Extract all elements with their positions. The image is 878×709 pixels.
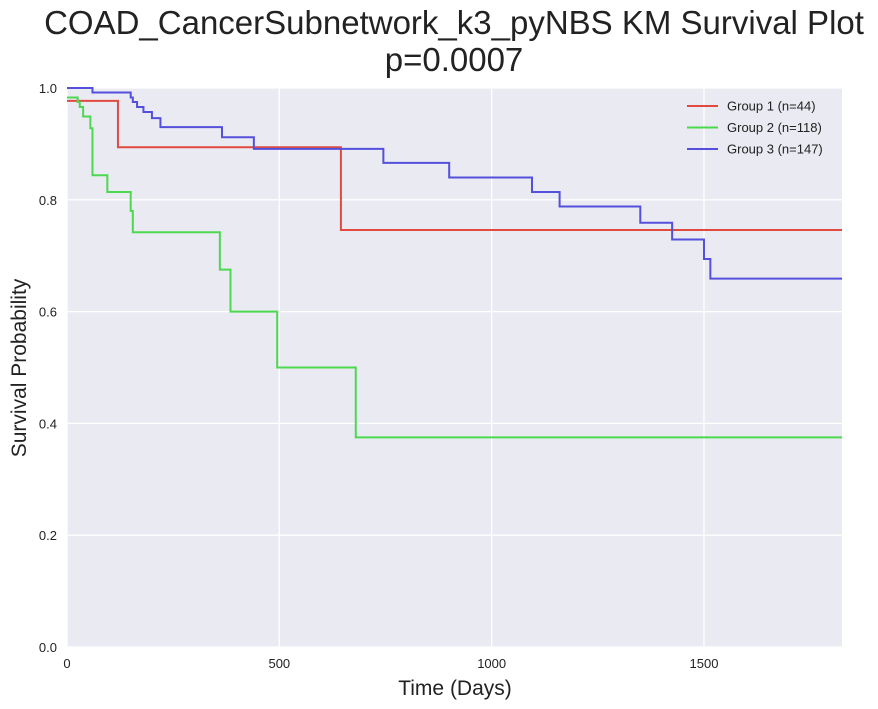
survival-curve-group-1	[67, 99, 842, 231]
gridlines	[66, 87, 842, 648]
x-axis-ticks: 0 500 1000 1500	[63, 656, 718, 671]
legend-label: Group 3 (n=147)	[727, 142, 823, 157]
y-tick-label: 1.0	[39, 81, 57, 96]
plot-area	[67, 88, 842, 647]
x-tick-label: 1500	[690, 656, 719, 671]
y-tick-label: 0.4	[39, 416, 57, 431]
x-tick-label: 1000	[477, 656, 506, 671]
x-tick-label: 500	[268, 656, 290, 671]
chart-subtitle: p=0.0007	[385, 41, 524, 78]
y-tick-label: 0.6	[39, 305, 57, 320]
survival-curve-group-2	[67, 96, 842, 439]
legend-label: Group 1 (n=44)	[727, 99, 816, 114]
legend-label: Group 2 (n=118)	[727, 120, 822, 135]
chart-title: COAD_CancerSubnetwork_k3_pyNBS KM Surviv…	[44, 4, 864, 41]
survival-curve-group-3	[67, 87, 842, 280]
y-tick-label: 0.8	[39, 193, 57, 208]
legend: Group 1 (n=44) Group 2 (n=118) Group 3 (n=…	[687, 99, 823, 157]
y-tick-label: 0.0	[39, 640, 57, 655]
y-tick-label: 0.2	[39, 528, 57, 543]
y-axis-ticks: 0.0 0.2 0.4 0.6 0.8 1.0	[39, 81, 57, 655]
x-axis-label: Time (Days)	[398, 677, 512, 700]
survival-curves	[67, 87, 842, 439]
x-tick-label: 0	[63, 656, 70, 671]
y-axis-label: Survival Probability	[8, 278, 31, 457]
